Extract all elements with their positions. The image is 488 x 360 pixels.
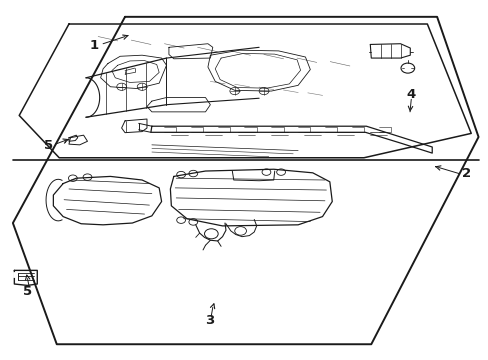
Text: 4: 4 [406, 88, 415, 101]
Text: 2: 2 [461, 167, 470, 180]
Text: 3: 3 [204, 314, 214, 327]
Text: 5: 5 [23, 285, 32, 298]
Text: 1: 1 [90, 39, 99, 52]
Text: 5: 5 [44, 139, 53, 152]
